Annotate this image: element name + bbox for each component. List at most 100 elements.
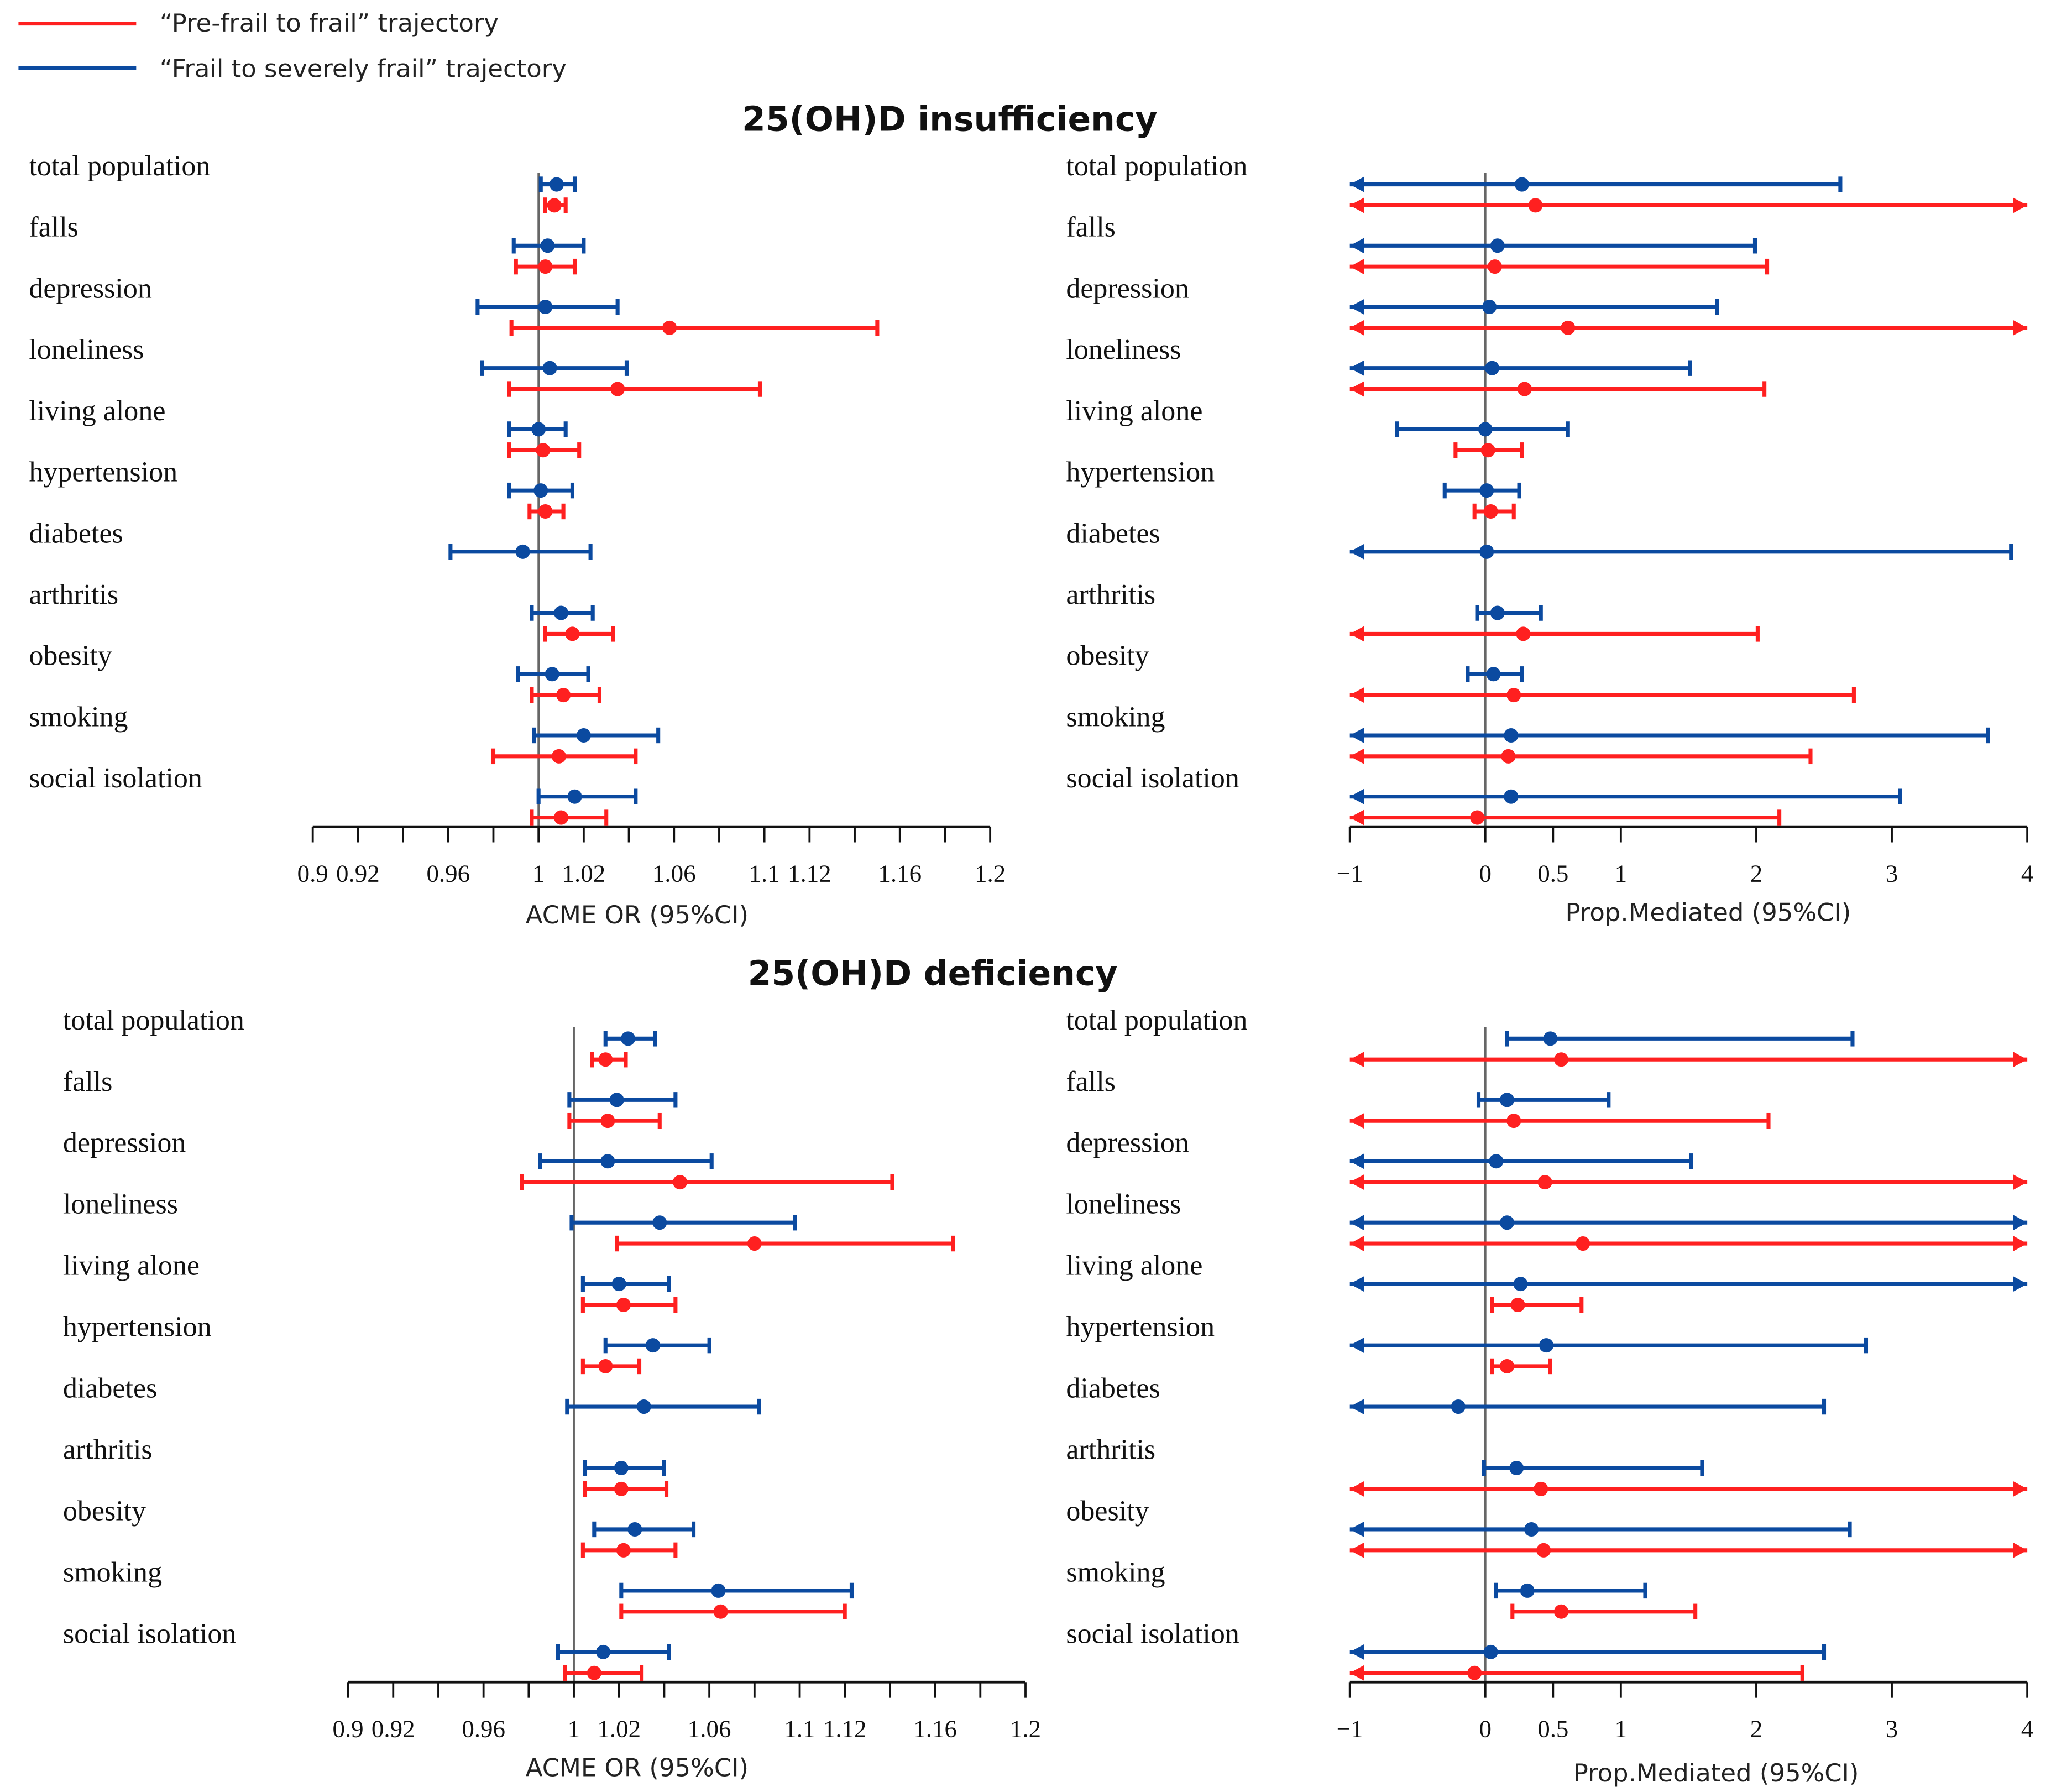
point-estimate <box>600 1154 615 1169</box>
truncation-arrow-icon <box>1349 320 1364 336</box>
point-estimate <box>652 1215 667 1230</box>
ci-mark-frail <box>538 176 577 192</box>
point-estimate <box>596 1644 611 1659</box>
point-estimate <box>576 728 591 743</box>
point-estimate <box>1561 320 1576 335</box>
category-label: living alone <box>29 395 165 427</box>
truncation-arrow-icon <box>1349 381 1364 397</box>
ci-mark-frail <box>1349 727 1990 744</box>
panels: total population falls depression lonelines… <box>29 150 2033 1788</box>
truncation-arrow-icon <box>1349 748 1364 765</box>
point-estimate <box>616 1543 631 1558</box>
point-estimate <box>551 749 566 764</box>
truncation-arrow-icon <box>1349 1276 1364 1292</box>
x-tick-label: 4 <box>2021 859 2033 887</box>
point-estimate <box>1554 1052 1569 1067</box>
forest-panel-1: total population falls depression lonelines… <box>29 150 1006 929</box>
point-estimate <box>567 789 582 804</box>
truncation-arrow-icon <box>1349 1542 1364 1559</box>
ci-mark-frail <box>1349 1398 1827 1415</box>
ci-mark-pre-frail <box>1472 503 1516 520</box>
ci-mark-pre-frail <box>1349 197 2028 213</box>
ci-mark-pre-frail <box>580 1297 678 1313</box>
ci-mark-pre-frail <box>580 1542 678 1559</box>
ci-mark-frail <box>530 605 595 621</box>
ci-mark-pre-frail <box>590 1052 628 1068</box>
x-tick-label: 0.92 <box>372 1715 415 1743</box>
ci-mark-frail <box>580 1276 671 1292</box>
x-tick-label: 1.06 <box>688 1715 731 1743</box>
category-label: obesity <box>63 1495 146 1527</box>
truncation-arrow-icon <box>1349 1665 1364 1681</box>
point-estimate <box>614 1481 629 1496</box>
x-tick-label: 1.12 <box>788 859 831 887</box>
x-tick-label: 0.9 <box>297 859 328 887</box>
ci-mark-frail <box>567 1092 678 1108</box>
truncation-arrow-icon <box>1349 258 1364 275</box>
ci-mark-pre-frail <box>507 381 762 397</box>
truncation-arrow-icon <box>2013 1542 2028 1559</box>
category-label: depression <box>1066 1127 1189 1159</box>
x-tick-label: 2 <box>1750 859 1762 887</box>
ci-mark-pre-frail <box>1349 320 2028 336</box>
point-estimate <box>600 1114 615 1129</box>
point-estimate <box>536 443 551 458</box>
point-estimate <box>549 177 564 192</box>
ci-mark-pre-frail <box>1349 1112 1771 1129</box>
category-label: social isolation <box>63 1618 237 1649</box>
point-estimate <box>1485 361 1500 375</box>
point-estimate <box>610 382 625 396</box>
category-label: obesity <box>1066 640 1149 672</box>
point-estimate <box>547 198 562 213</box>
x-axis-title: ACME OR (95%CI) <box>526 1753 749 1783</box>
ci-mark-frail <box>619 1582 854 1599</box>
truncation-arrow-icon <box>1349 1644 1364 1660</box>
x-tick-label: 0.92 <box>336 859 380 887</box>
truncation-arrow-icon <box>1349 727 1364 744</box>
x-tick-label: 0.5 <box>1537 859 1568 887</box>
point-estimate <box>1479 544 1494 559</box>
point-estimate <box>1501 749 1516 764</box>
point-estimate <box>1451 1399 1466 1414</box>
category-label: living alone <box>63 1250 200 1282</box>
x-tick-label: 2 <box>1750 1715 1762 1743</box>
x-axis-title: Prop.Mediated (95%CI) <box>1566 897 1851 927</box>
ci-mark-frail <box>592 1521 696 1538</box>
x-tick-label: 1.02 <box>597 1715 641 1743</box>
ci-mark-frail <box>1349 544 2013 560</box>
ci-mark-pre-frail <box>507 442 582 458</box>
point-estimate <box>1509 1461 1524 1476</box>
category-label: depression <box>63 1127 186 1159</box>
ci-mark-pre-frail <box>1349 1481 2028 1497</box>
category-label: diabetes <box>1066 1373 1160 1404</box>
category-label: living alone <box>1066 395 1202 427</box>
category-label: diabetes <box>63 1373 157 1404</box>
category-label: arthritis <box>1066 579 1155 610</box>
ci-mark-frail <box>1349 176 1843 192</box>
ci-mark-pre-frail <box>1349 1174 2028 1190</box>
point-estimate <box>1534 1481 1548 1496</box>
x-tick-label: 1.06 <box>652 859 696 887</box>
category-label: social isolation <box>1066 1618 1239 1649</box>
ci-mark-frail <box>1505 1031 1855 1047</box>
ci-mark-frail <box>1349 1153 1693 1169</box>
ci-mark-frail <box>1349 1215 2028 1231</box>
truncation-arrow-icon <box>1349 238 1364 254</box>
ci-mark-pre-frail <box>509 320 880 336</box>
truncation-arrow-icon <box>1349 1215 1364 1231</box>
x-tick-label: 1 <box>1615 859 1627 887</box>
category-label: total population <box>1066 1005 1247 1036</box>
ci-mark-frail <box>583 1460 666 1476</box>
x-tick-label: 1.2 <box>975 859 1006 887</box>
ci-mark-frail <box>1349 1276 2028 1292</box>
x-tick-label: 0.5 <box>1537 1715 1568 1743</box>
x-tick-label: 1.02 <box>562 859 606 887</box>
point-estimate <box>1483 1644 1498 1659</box>
ci-mark-frail <box>1349 238 1757 254</box>
point-estimate <box>554 810 569 825</box>
ci-mark-pre-frail <box>543 626 615 642</box>
x-tick-label: 0.96 <box>462 1715 505 1743</box>
category-label: falls <box>63 1066 113 1098</box>
point-estimate <box>1470 810 1485 825</box>
